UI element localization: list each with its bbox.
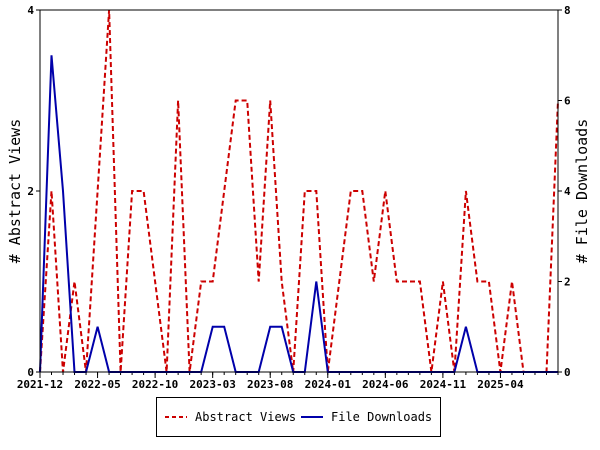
- legend-swatch-solid: [301, 416, 323, 418]
- x-tick-label: 2023-08: [247, 378, 293, 391]
- x-tick-label: 2022-05: [74, 378, 120, 391]
- y-left-tick-label: 0: [27, 366, 34, 379]
- x-tick-label: 2024-11: [420, 378, 467, 391]
- x-tick-label: 2025-04: [477, 378, 524, 391]
- y-right-tick-label: 4: [564, 185, 571, 198]
- y-axis-left-title: # Abstract Views: [6, 119, 24, 264]
- legend: Abstract Views File Downloads: [156, 397, 441, 437]
- tick-labels: 0 2 4 0 2 4 6 8 2021-12 2022-05 2022-10 2023-03 2023…: [17, 4, 571, 391]
- y-right-tick-label: 0: [564, 366, 571, 379]
- legend-swatch-dashed: [165, 416, 187, 418]
- x-tick-label: 2024-06: [362, 378, 409, 391]
- x-tick-label: 2024-01: [305, 378, 352, 391]
- y-right-tick-label: 6: [564, 95, 571, 108]
- plot-frame: [39, 9, 559, 373]
- legend-label-file-downloads: File Downloads: [331, 410, 433, 424]
- y-left-tick-label: 2: [27, 185, 34, 198]
- legend-item-abstract-views: Abstract Views: [165, 410, 296, 424]
- legend-item-file-downloads: File Downloads: [301, 410, 432, 424]
- x-tick-label: 2023-03: [189, 378, 235, 391]
- series-lines: [39, 9, 559, 373]
- y-right-tick-label: 2: [564, 276, 571, 289]
- y-right-tick-label: 8: [564, 4, 571, 17]
- x-tick-label: 2021-12: [17, 378, 63, 391]
- file-downloads-line: [39, 55, 558, 373]
- x-tick-label: 2022-10: [132, 378, 178, 391]
- y-axis-right-title: # File Downloads: [573, 119, 591, 264]
- abstract-views-line: [39, 9, 559, 373]
- y-left-tick-label: 4: [27, 4, 34, 17]
- legend-label-abstract-views: Abstract Views: [195, 410, 297, 424]
